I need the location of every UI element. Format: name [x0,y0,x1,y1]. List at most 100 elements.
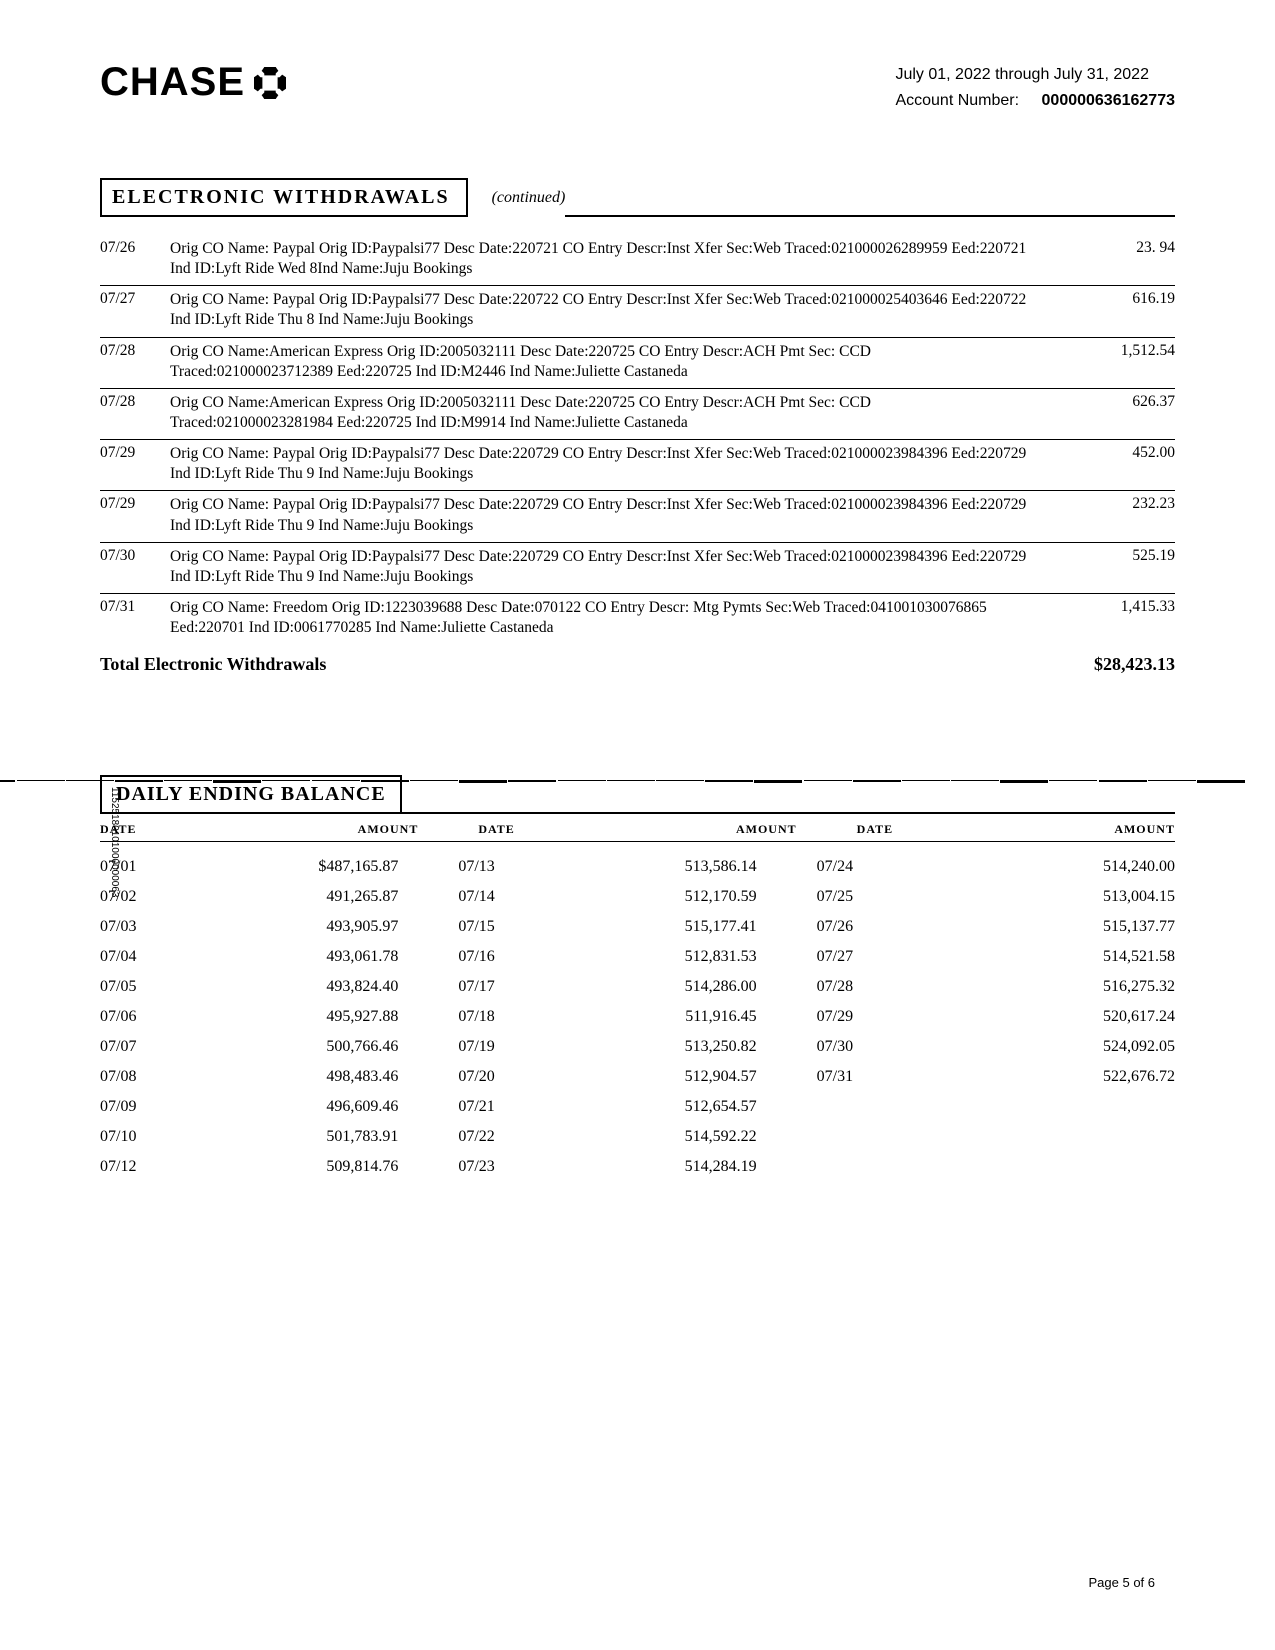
section-underline [565,199,1175,217]
table-row: 07/23514,284.19 [458,1152,816,1182]
table-row: 07/19513,250.82 [458,1032,816,1062]
daily-date: 07/08 [100,1068,190,1086]
daily-amount: 512,904.57 [548,1068,816,1086]
daily-amount: 514,286.00 [548,978,816,996]
barcode: 11525180101000000063 [0,780,1245,898]
daily-amount: 524,092.05 [907,1038,1175,1056]
ew-desc: Orig CO Name: Freedom Orig ID:1223039688… [170,598,1055,638]
daily-amount: 498,483.46 [190,1068,458,1086]
ew-desc: Orig CO Name: Paypal Orig ID:Paypalsi77 … [170,290,1055,330]
table-row: 07/08498,483.46 [100,1062,458,1092]
daily-date: 07/07 [100,1038,190,1056]
ew-amount: 1,415.33 [1055,598,1175,638]
ew-date: 07/26 [100,239,170,279]
daily-amount: 509,814.76 [190,1158,458,1176]
table-row: 07/31Orig CO Name: Freedom Orig ID:12230… [100,594,1175,644]
table-row: 07/26515,137.77 [817,912,1175,942]
table-row: 07/29Orig CO Name: Paypal Orig ID:Paypal… [100,440,1175,491]
ew-desc: Orig CO Name:American Express Orig ID:20… [170,393,1055,433]
statement-period: July 01, 2022 through July 31, 2022 [895,66,1175,84]
table-row: 07/04493,061.78 [100,942,458,972]
table-row: 07/30Orig CO Name: Paypal Orig ID:Paypal… [100,543,1175,594]
daily-amount: 500,766.46 [190,1038,458,1056]
page-number: Page 5 of 6 [1089,1575,1156,1590]
daily-date: 07/21 [458,1098,548,1116]
daily-amount: 514,521.58 [907,948,1175,966]
ew-amount: 616.19 [1055,290,1175,330]
brand-text: CHASE [100,60,245,105]
account-number: 000000636162773 [1042,92,1175,109]
table-row: 07/07500,766.46 [100,1032,458,1062]
section-title-row: ELECTRONIC WITHDRAWALS (continued) [100,178,1175,217]
daily-column: 07/01$487,165.8707/02491,265.8707/03493,… [100,852,458,1182]
daily-date: 07/18 [458,1008,548,1026]
table-row: 07/12509,814.76 [100,1152,458,1182]
daily-amount: 493,824.40 [190,978,458,996]
table-row: 07/26Orig CO Name: Paypal Orig ID:Paypal… [100,235,1175,286]
ew-date: 07/29 [100,444,170,484]
ew-desc: Orig CO Name: Paypal Orig ID:Paypalsi77 … [170,444,1055,484]
table-row: 07/28Orig CO Name:American Express Orig … [100,338,1175,389]
header-info: July 01, 2022 through July 31, 2022 Acco… [895,66,1175,118]
ew-total-label: Total Electronic Withdrawals [100,654,326,675]
brand-logo: CHASE [100,60,289,105]
ew-date: 07/31 [100,598,170,638]
table-row: 07/28Orig CO Name:American Express Orig … [100,389,1175,440]
table-row: 07/06495,927.88 [100,1002,458,1032]
ew-amount: 626.37 [1055,393,1175,433]
ew-desc: Orig CO Name: Paypal Orig ID:Paypalsi77 … [170,547,1055,587]
ew-amount: 23. 94 [1055,239,1175,279]
table-row: 07/29520,617.24 [817,1002,1175,1032]
ew-table: 07/26Orig CO Name: Paypal Orig ID:Paypal… [100,235,1175,644]
ew-date: 07/29 [100,495,170,535]
daily-date: 07/28 [817,978,907,996]
electronic-withdrawals-section: ELECTRONIC WITHDRAWALS (continued) 07/26… [100,178,1175,675]
ew-amount: 525.19 [1055,547,1175,587]
daily-amount: 512,654.57 [548,1098,816,1116]
ew-desc: Orig CO Name: Paypal Orig ID:Paypalsi77 … [170,239,1055,279]
daily-date: 07/12 [100,1158,190,1176]
daily-date: 07/16 [458,948,548,966]
table-row: 07/17514,286.00 [458,972,816,1002]
daily-column: 07/13513,586.1407/14512,170.5907/15515,1… [458,852,816,1182]
ew-date: 07/28 [100,393,170,433]
barcode-lines-icon [0,780,1245,783]
header: CHASE July 01, 2022 through July 31, 202… [100,60,1175,118]
daily-amount: 493,905.97 [190,918,458,936]
daily-amount: 512,831.53 [548,948,816,966]
ew-title: ELECTRONIC WITHDRAWALS [100,178,468,217]
daily-date: 07/20 [458,1068,548,1086]
daily-amount: 513,250.82 [548,1038,816,1056]
daily-date: 07/27 [817,948,907,966]
daily-date: 07/30 [817,1038,907,1056]
daily-amount: 515,137.77 [907,918,1175,936]
daily-date: 07/03 [100,918,190,936]
ew-amount: 232.23 [1055,495,1175,535]
ew-desc: Orig CO Name:American Express Orig ID:20… [170,342,1055,382]
table-row: 07/27514,521.58 [817,942,1175,972]
daily-date: 07/04 [100,948,190,966]
table-row: 07/30524,092.05 [817,1032,1175,1062]
daily-amount: 496,609.46 [190,1098,458,1116]
ew-date: 07/30 [100,547,170,587]
daily-amount: 522,676.72 [907,1068,1175,1086]
ew-desc: Orig CO Name: Paypal Orig ID:Paypalsi77 … [170,495,1055,535]
ew-total-row: Total Electronic Withdrawals $28,423.13 [100,654,1175,675]
daily-date: 07/10 [100,1128,190,1146]
table-row: 07/29Orig CO Name: Paypal Orig ID:Paypal… [100,491,1175,542]
table-row: 07/22514,592.22 [458,1122,816,1152]
daily-amount: 515,177.41 [548,918,816,936]
continued-label: (continued) [492,189,566,207]
daily-date: 07/26 [817,918,907,936]
daily-date: 07/19 [458,1038,548,1056]
daily-date: 07/15 [458,918,548,936]
daily-amount: 511,916.45 [548,1008,816,1026]
table-row: 07/10501,783.91 [100,1122,458,1152]
account-label: Account Number: [895,92,1019,109]
ew-total-amount: $28,423.13 [1094,654,1175,675]
ew-amount: 452.00 [1055,444,1175,484]
barcode-text: 11525180101000000063 [109,787,120,898]
daily-date: 07/31 [817,1068,907,1086]
ew-date: 07/28 [100,342,170,382]
daily-column: 07/24514,240.0007/25513,004.1507/26515,1… [817,852,1175,1182]
